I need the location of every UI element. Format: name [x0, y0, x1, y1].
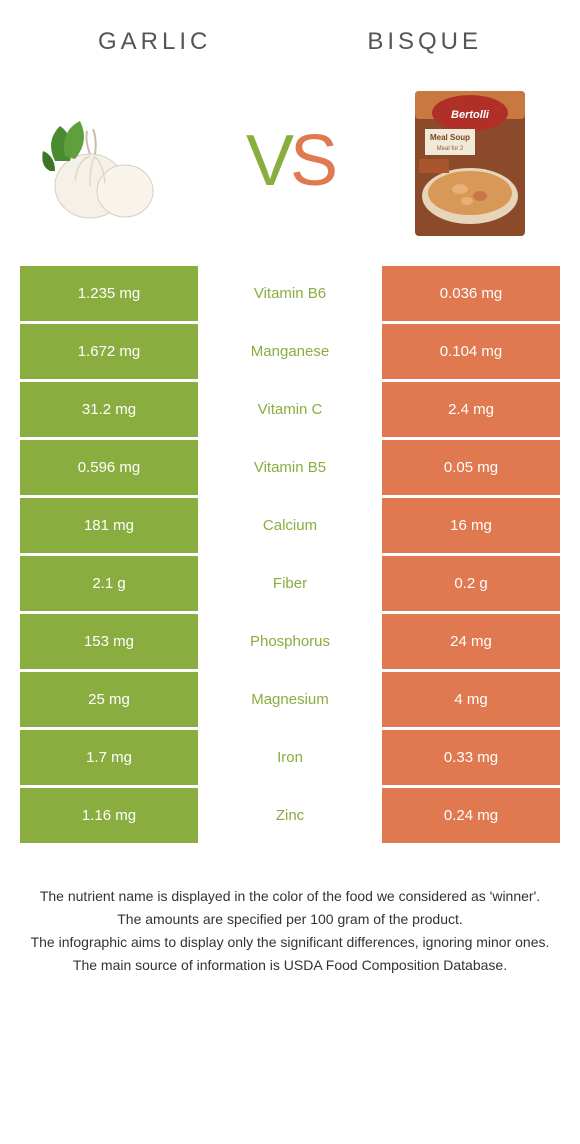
nutrient-label: Manganese [198, 324, 382, 379]
bisque-image: Bertolli Meal Soup Meal for 2 [390, 86, 550, 236]
images-row: VS Bertolli Meal Soup Meal for 2 [0, 66, 580, 266]
left-value: 1.672 mg [20, 324, 198, 379]
footer-line: The main source of information is USDA F… [30, 955, 550, 976]
nutrient-label: Zinc [198, 788, 382, 843]
nutrient-label: Vitamin C [198, 382, 382, 437]
left-value: 31.2 mg [20, 382, 198, 437]
nutrient-label: Vitamin B5 [198, 440, 382, 495]
table-row: 31.2 mgVitamin C2.4 mg [20, 382, 560, 440]
svg-text:Meal Soup: Meal Soup [430, 133, 470, 142]
right-value: 2.4 mg [382, 382, 560, 437]
svg-text:Bertolli: Bertolli [451, 109, 490, 121]
left-value: 181 mg [20, 498, 198, 553]
nutrient-table: 1.235 mgVitamin B60.036 mg1.672 mgMangan… [0, 266, 580, 846]
right-value: 0.104 mg [382, 324, 560, 379]
footer-line: The amounts are specified per 100 gram o… [30, 909, 550, 930]
bisque-box-icon: Bertolli Meal Soup Meal for 2 [405, 81, 535, 241]
table-row: 153 mgPhosphorus24 mg [20, 614, 560, 672]
table-row: 1.7 mgIron0.33 mg [20, 730, 560, 788]
left-value: 25 mg [20, 672, 198, 727]
nutrient-label: Phosphorus [198, 614, 382, 669]
nutrient-label: Iron [198, 730, 382, 785]
right-value: 24 mg [382, 614, 560, 669]
left-value: 2.1 g [20, 556, 198, 611]
right-value: 16 mg [382, 498, 560, 553]
nutrient-label: Calcium [198, 498, 382, 553]
table-row: 1.16 mgZinc0.24 mg [20, 788, 560, 846]
table-row: 1.672 mgManganese0.104 mg [20, 324, 560, 382]
right-value: 0.036 mg [382, 266, 560, 321]
table-row: 2.1 gFiber0.2 g [20, 556, 560, 614]
vs-s: S [290, 121, 334, 201]
right-value: 0.33 mg [382, 730, 560, 785]
table-row: 0.596 mgVitamin B50.05 mg [20, 440, 560, 498]
left-value: 1.7 mg [20, 730, 198, 785]
footer-line: The infographic aims to display only the… [30, 932, 550, 953]
title-left: Garlic [98, 28, 211, 56]
footer: The nutrient name is displayed in the co… [0, 846, 580, 998]
title-right: Bisque [367, 28, 482, 56]
nutrient-label: Magnesium [198, 672, 382, 727]
vs-label: VS [246, 120, 334, 202]
right-value: 0.24 mg [382, 788, 560, 843]
right-value: 0.2 g [382, 556, 560, 611]
garlic-icon [35, 91, 185, 231]
garlic-image [30, 86, 190, 236]
nutrient-label: Vitamin B6 [198, 266, 382, 321]
svg-text:Meal for 2: Meal for 2 [437, 146, 464, 152]
nutrient-label: Fiber [198, 556, 382, 611]
table-row: 25 mgMagnesium4 mg [20, 672, 560, 730]
table-row: 1.235 mgVitamin B60.036 mg [20, 266, 560, 324]
left-value: 0.596 mg [20, 440, 198, 495]
header: Garlic Bisque [0, 0, 580, 66]
vs-v: V [246, 121, 290, 201]
table-row: 181 mgCalcium16 mg [20, 498, 560, 556]
right-value: 4 mg [382, 672, 560, 727]
left-value: 1.16 mg [20, 788, 198, 843]
left-value: 153 mg [20, 614, 198, 669]
right-value: 0.05 mg [382, 440, 560, 495]
footer-line: The nutrient name is displayed in the co… [30, 886, 550, 907]
left-value: 1.235 mg [20, 266, 198, 321]
